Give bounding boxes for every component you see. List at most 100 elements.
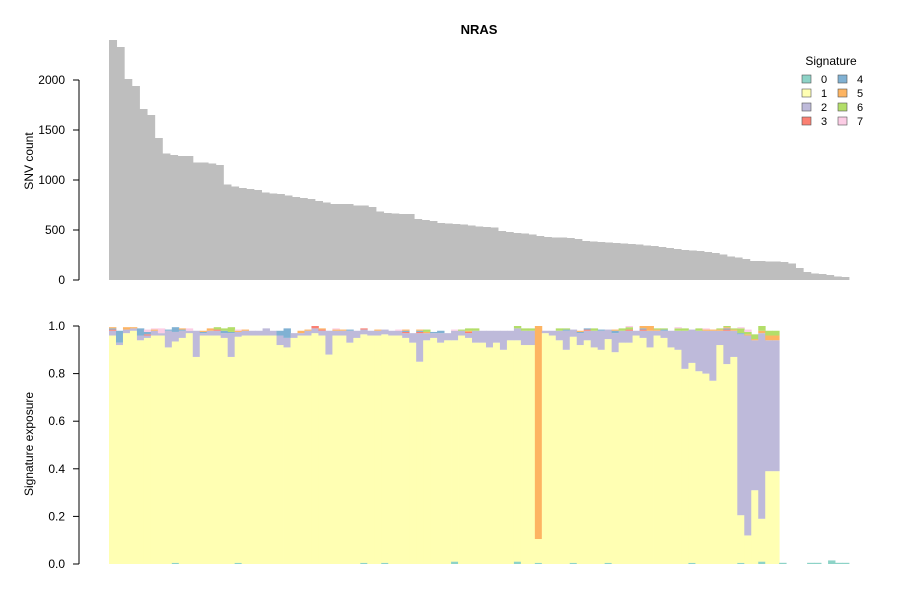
snv-count-bar bbox=[421, 220, 430, 280]
exposure-segment-sig-7 bbox=[234, 329, 243, 331]
exposure-segment-sig-2 bbox=[115, 342, 124, 346]
snv-count-bar bbox=[620, 243, 629, 280]
snv-count-bar bbox=[681, 250, 690, 280]
exposure-segment-sig-5 bbox=[150, 329, 159, 331]
exposure-segment-sig-2 bbox=[451, 330, 459, 341]
y-tick-label: 0.0 bbox=[48, 557, 65, 571]
snv-count-bar bbox=[498, 231, 507, 280]
snv-count-bar bbox=[314, 201, 324, 280]
exposure-segment-sig-2 bbox=[618, 330, 626, 343]
exposure-segment-sig-5 bbox=[723, 327, 731, 329]
snv-count-bar bbox=[803, 272, 812, 280]
snv-count-bar bbox=[391, 213, 400, 280]
exposure-segment-sig-5 bbox=[241, 329, 250, 331]
exposure-segment-sig-2 bbox=[472, 330, 480, 343]
exposure-segment-sig-3 bbox=[639, 329, 647, 331]
exposure-segment-sig-1 bbox=[737, 515, 745, 563]
exposure-segment-sig-4 bbox=[109, 328, 117, 330]
snv-count-bar bbox=[177, 156, 186, 280]
exposure-segment-sig-2 bbox=[667, 330, 675, 348]
exposure-segment-sig-0 bbox=[451, 561, 459, 564]
exposure-segment-sig-6 bbox=[681, 328, 689, 331]
exposure-segment-sig-2 bbox=[381, 329, 389, 335]
exposure-segment-sig-4 bbox=[171, 327, 180, 332]
exposure-segment-sig-4 bbox=[346, 329, 354, 331]
snv-count-bar bbox=[749, 261, 758, 280]
snv-count-bar bbox=[658, 247, 667, 280]
y-tick-label: 2000 bbox=[38, 73, 65, 87]
exposure-segment-sig-1 bbox=[520, 345, 529, 564]
exposure-segment-sig-1 bbox=[499, 349, 508, 564]
legend-swatch-sig-4 bbox=[837, 74, 848, 84]
exposure-segment-sig-4 bbox=[416, 330, 424, 332]
exposure-segment-sig-1 bbox=[381, 334, 389, 563]
exposure-segment-sig-4 bbox=[402, 330, 410, 332]
snv-count-bar bbox=[772, 261, 781, 280]
exposure-segment-sig-6 bbox=[220, 328, 229, 331]
signature-exposure-panel: 0.0 0.2 0.4 0.6 0.8 1.0 Signature exposure bbox=[22, 319, 850, 571]
exposure-segment-sig-7 bbox=[737, 327, 745, 329]
snv-count-bar bbox=[559, 237, 568, 280]
exposure-segment-sig-2 bbox=[674, 330, 682, 350]
exposure-segment-sig-2 bbox=[339, 330, 347, 336]
snv-count-bar bbox=[482, 227, 491, 280]
exposure-segment-sig-1 bbox=[318, 335, 326, 564]
exposure-segment-sig-1 bbox=[562, 349, 571, 564]
snv-count-bar bbox=[192, 162, 201, 280]
exposure-segment-sig-6 bbox=[527, 328, 536, 331]
exposure-segment-sig-0 bbox=[234, 562, 243, 564]
exposure-segment-sig-5 bbox=[423, 331, 431, 334]
exposure-segment-sig-1 bbox=[206, 335, 215, 564]
exposure-segment-sig-2 bbox=[541, 330, 550, 334]
exposure-segment-sig-2 bbox=[332, 330, 340, 336]
exposure-segment-sig-1 bbox=[716, 345, 724, 564]
snv-count-bar bbox=[109, 40, 118, 280]
exposure-segment-sig-6 bbox=[472, 328, 480, 331]
exposure-segment-sig-5 bbox=[297, 330, 305, 334]
exposure-segment-sig-2 bbox=[199, 333, 208, 336]
exposure-segment-sig-5 bbox=[772, 335, 780, 341]
snv-count-bar bbox=[231, 186, 240, 280]
exposure-segment-sig-4 bbox=[576, 331, 585, 334]
exposure-segment-sig-3 bbox=[625, 329, 633, 331]
exposure-segment-sig-0 bbox=[737, 562, 745, 564]
exposure-segment-sig-2 bbox=[164, 330, 173, 348]
exposure-segment-sig-1 bbox=[276, 345, 284, 564]
snv-count-bar bbox=[360, 205, 369, 280]
exposure-segment-sig-4 bbox=[276, 330, 284, 336]
snv-count-bar bbox=[787, 263, 796, 280]
snv-count-bar bbox=[551, 237, 560, 280]
exposure-segment-sig-1 bbox=[304, 335, 312, 564]
exposure-segment-sig-2 bbox=[695, 330, 703, 372]
exposure-segment-sig-6 bbox=[660, 328, 668, 330]
exposure-segment-sig-6 bbox=[618, 328, 626, 331]
snv-count-bar bbox=[604, 242, 613, 280]
exposure-segment-sig-6 bbox=[653, 328, 661, 330]
exposure-segment-sig-2 bbox=[625, 330, 633, 343]
signature-exposure-bars bbox=[109, 326, 850, 564]
snv-count-bar bbox=[200, 162, 209, 280]
legend-label-sig-2: 2 bbox=[821, 102, 827, 114]
snv-count-bar bbox=[665, 248, 674, 280]
exposure-segment-sig-2 bbox=[702, 330, 710, 374]
exposure-segment-sig-2 bbox=[206, 330, 215, 336]
exposure-segment-sig-0 bbox=[779, 562, 787, 564]
exposure-segment-sig-2 bbox=[758, 333, 766, 519]
snv-count-bar bbox=[711, 253, 720, 280]
snv-count-bar bbox=[635, 244, 644, 280]
exposure-segment-sig-2 bbox=[122, 329, 131, 334]
exposure-segment-sig-2 bbox=[744, 335, 752, 536]
exposure-segment-sig-1 bbox=[409, 342, 417, 564]
exposure-segment-sig-1 bbox=[395, 335, 403, 564]
exposure-segment-sig-1 bbox=[765, 471, 773, 564]
chart-title: NRAS bbox=[461, 22, 498, 37]
exposure-segment-sig-2 bbox=[430, 333, 438, 338]
exposure-segment-sig-3 bbox=[360, 328, 368, 330]
y-tick-label: 0 bbox=[58, 273, 65, 287]
exposure-segment-sig-2 bbox=[360, 329, 368, 335]
snv-count-bar bbox=[704, 252, 713, 280]
exposure-segment-sig-1 bbox=[290, 337, 298, 564]
exposure-segment-sig-5 bbox=[576, 330, 585, 332]
snv-count-bar bbox=[452, 224, 461, 280]
exposure-segment-sig-7 bbox=[674, 327, 682, 329]
